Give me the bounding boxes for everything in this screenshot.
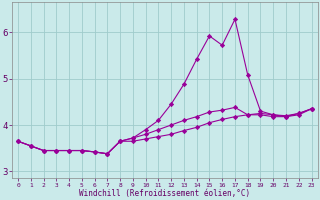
X-axis label: Windchill (Refroidissement éolien,°C): Windchill (Refroidissement éolien,°C) (79, 189, 250, 198)
